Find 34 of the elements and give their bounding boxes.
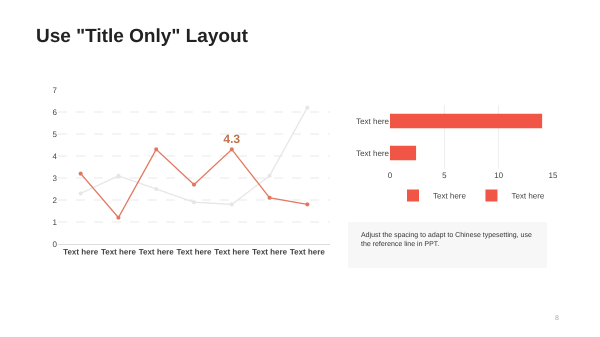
point (230, 202, 234, 206)
x-tick-label: 10 (494, 171, 504, 180)
y-tick-label: 7 (52, 86, 58, 95)
legend-label: Text here (511, 192, 545, 201)
x-tick-label: Text here (63, 248, 99, 257)
x-tick-label: 5 (442, 171, 448, 180)
point (305, 106, 310, 110)
chart-title: Use "Title Only" Layout (36, 26, 248, 48)
x-tick-label: Text here (100, 248, 136, 257)
point (154, 147, 158, 152)
y-tick-label: 3 (52, 174, 58, 183)
legend-label: Text here (433, 192, 466, 201)
x-tick-label: Text here (176, 248, 212, 257)
y-tick-label: 4 (52, 152, 58, 161)
point (305, 202, 310, 206)
point (78, 172, 83, 176)
y-tick-label: 1 (52, 218, 58, 227)
data-label: 4.3 (223, 132, 240, 146)
y-tick-label: 2 (52, 196, 58, 205)
point (268, 174, 272, 178)
y-tick-label: 6 (52, 108, 58, 117)
x-tick-label: Text here (252, 248, 288, 257)
x-tick-label: Text here (138, 248, 174, 257)
x-tick-label: 15 (548, 171, 558, 180)
x-tick-label: Text here (290, 248, 326, 257)
point (116, 216, 120, 220)
point (192, 182, 196, 187)
x-tick-label: Text here (214, 248, 250, 257)
point (230, 147, 234, 152)
point (116, 174, 120, 178)
y-tick-label: 0 (52, 240, 58, 249)
point (78, 191, 83, 196)
point (268, 196, 272, 200)
y-tick-label: 5 (52, 130, 58, 139)
